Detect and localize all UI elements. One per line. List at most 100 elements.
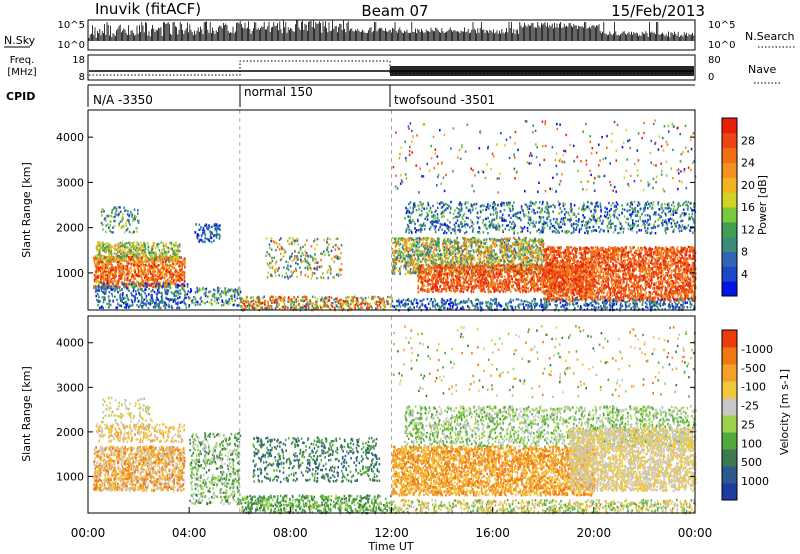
range-cell bbox=[118, 286, 120, 290]
range-cell bbox=[151, 245, 154, 248]
range-cell bbox=[470, 245, 473, 248]
range-cell bbox=[415, 237, 418, 240]
range-cell bbox=[519, 245, 522, 249]
range-cell bbox=[469, 240, 472, 244]
range-cell bbox=[140, 275, 143, 278]
range-cell bbox=[437, 244, 440, 248]
range-cell bbox=[144, 292, 146, 295]
range-cell bbox=[292, 239, 294, 242]
range-cell bbox=[259, 302, 262, 306]
range-cell bbox=[391, 264, 394, 268]
range-cell bbox=[163, 248, 166, 252]
range-cell bbox=[179, 289, 181, 292]
range-cell bbox=[494, 257, 497, 260]
range-cell bbox=[490, 250, 492, 254]
range-cell bbox=[103, 247, 106, 250]
range-cell bbox=[149, 267, 152, 270]
range-cell bbox=[323, 250, 325, 253]
range-cell bbox=[153, 279, 156, 282]
range-cell bbox=[464, 261, 467, 264]
range-cell bbox=[108, 247, 110, 250]
range-cell bbox=[484, 248, 487, 251]
range-cell bbox=[254, 306, 256, 309]
range-cell bbox=[94, 263, 96, 266]
range-cell bbox=[270, 237, 273, 240]
range-cell bbox=[361, 300, 364, 303]
range-cell bbox=[442, 241, 445, 244]
range-cell bbox=[137, 258, 139, 261]
range-cell bbox=[371, 295, 374, 299]
range-cell bbox=[112, 282, 114, 285]
range-cell bbox=[290, 270, 292, 273]
range-cell bbox=[471, 238, 474, 241]
range-cell bbox=[117, 267, 120, 270]
range-cell bbox=[167, 285, 170, 288]
range-cell bbox=[102, 266, 104, 269]
range-cell bbox=[199, 228, 202, 231]
range-cell bbox=[514, 241, 516, 244]
range-cell bbox=[198, 228, 200, 232]
range-cell bbox=[535, 248, 537, 251]
range-cell bbox=[346, 304, 349, 307]
range-cell bbox=[94, 258, 96, 261]
range-cell bbox=[136, 256, 139, 260]
range-cell bbox=[224, 287, 226, 290]
range-cell bbox=[274, 270, 277, 274]
cpid-row: CPID N/A -3350 normal 150 twofsound -350… bbox=[6, 84, 695, 107]
range-cell bbox=[128, 304, 131, 308]
range-cell bbox=[129, 271, 132, 275]
range-cell bbox=[180, 264, 183, 268]
range-cell bbox=[396, 258, 398, 261]
range-cell bbox=[137, 274, 139, 277]
range-cell bbox=[111, 294, 114, 298]
range-cell bbox=[232, 289, 234, 292]
range-cell bbox=[141, 301, 143, 304]
range-cell bbox=[166, 255, 168, 259]
range-cell bbox=[240, 297, 243, 300]
range-cell bbox=[425, 242, 428, 246]
range-cell bbox=[204, 233, 206, 237]
range-cell bbox=[109, 244, 112, 247]
range-cell bbox=[430, 254, 433, 257]
range-cell bbox=[533, 246, 535, 249]
range-cell bbox=[130, 269, 133, 272]
range-cell bbox=[141, 283, 144, 287]
range-cell bbox=[139, 282, 142, 285]
range-cell bbox=[314, 303, 316, 307]
range-cell bbox=[213, 288, 215, 291]
range-cell bbox=[177, 256, 179, 259]
range-cell bbox=[209, 290, 211, 293]
range-cell bbox=[97, 296, 100, 299]
range-cell bbox=[529, 247, 531, 250]
range-cell bbox=[280, 237, 282, 240]
range-cell bbox=[473, 236, 476, 240]
range-cell bbox=[106, 282, 109, 285]
range-cell bbox=[115, 213, 117, 216]
range-cell bbox=[315, 300, 317, 303]
range-cell bbox=[131, 231, 133, 235]
range-cell bbox=[123, 282, 125, 285]
range-cell bbox=[106, 264, 108, 268]
range-cell bbox=[509, 237, 511, 240]
range-cell bbox=[124, 277, 126, 280]
range-cell bbox=[307, 254, 309, 257]
range-cell bbox=[129, 255, 132, 258]
range-cell bbox=[306, 259, 308, 263]
range-cell bbox=[278, 274, 280, 277]
range-cell bbox=[454, 249, 456, 252]
range-cell bbox=[368, 306, 370, 310]
range-cell bbox=[525, 265, 528, 268]
range-cell bbox=[401, 238, 403, 241]
range-cell bbox=[541, 244, 543, 248]
range-cell bbox=[136, 297, 139, 300]
range-cell bbox=[93, 274, 96, 277]
range-cell bbox=[101, 282, 104, 285]
range-cell bbox=[117, 258, 119, 261]
range-cell bbox=[157, 281, 159, 284]
range-cell bbox=[514, 249, 516, 252]
range-cell bbox=[365, 306, 368, 309]
range-cell bbox=[172, 300, 175, 303]
range-cell bbox=[241, 301, 244, 304]
range-cell bbox=[102, 272, 105, 276]
range-cell bbox=[314, 261, 317, 265]
